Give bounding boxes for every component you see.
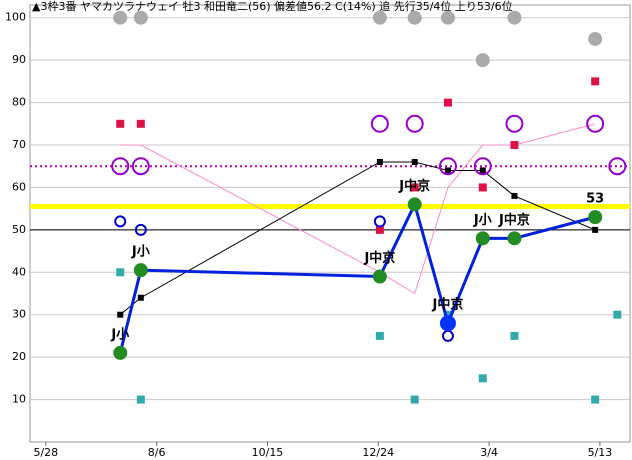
marker [113,345,128,360]
x-tick-label: 5/13 [588,446,613,459]
y-tick-label: 60 [12,180,26,193]
point-label: J中京 [498,212,530,228]
marker [136,395,145,404]
y-tick-label: 50 [12,223,26,236]
marker [114,215,127,228]
marker [372,269,387,284]
marker [586,114,605,133]
marker [473,157,492,176]
marker [134,223,147,236]
marker [588,210,603,225]
marker [591,77,600,86]
marker [478,183,487,192]
marker [407,197,422,212]
series-line [120,123,596,295]
marker [117,311,124,318]
plot-area [29,4,631,443]
x-tick-label: 10/15 [252,446,284,459]
marker [444,167,451,174]
marker [133,10,148,25]
y-tick-label: 30 [12,308,26,321]
x-tick-label: 5/28 [33,446,58,459]
marker [443,98,452,107]
point-label: J中京 [398,178,430,194]
y-tick-label: 100 [5,11,26,24]
marker [136,119,145,128]
series-line [119,161,596,316]
marker [475,53,490,68]
point-label: J小 [473,213,492,228]
marker [613,310,622,319]
chart-title: ▲3枠3番 ヤマカツラナウェイ 牡3 和田竜二(56) 偏差値56.2 C(14… [32,0,513,13]
marker [505,114,524,133]
marker [439,315,456,332]
x-tick-label: 3/4 [480,446,498,459]
marker [443,310,452,319]
marker [510,331,519,340]
marker [376,158,383,165]
y-tick-label: 10 [12,393,26,406]
marker [405,114,424,133]
marker [370,114,389,133]
x-tick-label: 8/6 [148,446,166,459]
marker [133,263,148,278]
marker [373,215,386,228]
marker [479,167,486,174]
marker [511,192,518,199]
marker [478,374,487,383]
y-tick-label: 80 [12,96,26,109]
marker [375,331,384,340]
point-label: J小 [131,245,150,260]
marker [475,231,490,246]
marker [116,268,125,277]
y-tick-label: 70 [12,138,26,151]
x-tick-label: 12/24 [362,446,394,459]
marker [411,158,418,165]
y-tick-label: 90 [12,53,26,66]
marker [372,10,387,25]
marker [407,10,422,25]
marker [507,231,522,246]
marker [438,157,457,176]
marker [592,226,599,233]
marker [111,157,130,176]
marker [410,395,419,404]
marker [410,183,419,192]
marker [137,294,144,301]
marker [113,10,128,25]
marker [375,225,384,234]
y-tick-label: 40 [12,265,26,278]
point-label: J中京 [432,297,464,313]
point-label: J小 [110,327,129,342]
marker [440,10,455,25]
marker [507,10,522,25]
marker [131,157,150,176]
y-tick-label: 20 [12,350,26,363]
marker [591,395,600,404]
marker [588,31,603,46]
marker [510,141,519,150]
marker [116,119,125,128]
point-label: J中京 [363,250,395,266]
marker [608,157,627,176]
point-label: 53 [586,192,604,207]
